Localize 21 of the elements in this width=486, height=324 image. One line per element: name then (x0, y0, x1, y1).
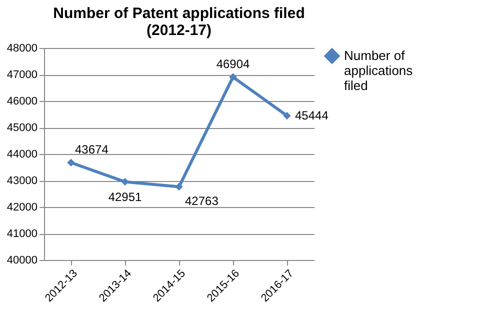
legend-label: Number of applications filed (344, 48, 414, 93)
point (229, 73, 237, 81)
point (175, 182, 183, 191)
data-label: 43674 (75, 142, 109, 157)
y-tick-label: 44000 (6, 148, 38, 160)
y-tick-label: 43000 (6, 175, 38, 187)
data-label: 42763 (185, 194, 219, 208)
y-tick-label: 42000 (6, 202, 38, 214)
point (67, 158, 75, 167)
y-tick-label: 48000 (6, 42, 38, 54)
y-tick-label: 46000 (6, 96, 38, 108)
y-tick-label: 47000 (6, 69, 38, 81)
point (121, 178, 129, 186)
point (283, 112, 291, 120)
data-label: 42951 (108, 190, 142, 204)
y-tick-label: 41000 (6, 228, 38, 240)
data-label: 46904 (216, 57, 250, 72)
data-label: 45444 (295, 108, 329, 123)
y-tick-label: 40000 (6, 254, 38, 266)
chart-title: Number of Patent applications filed (2012-17) (53, 5, 305, 39)
y-tick-label: 45000 (6, 122, 38, 134)
